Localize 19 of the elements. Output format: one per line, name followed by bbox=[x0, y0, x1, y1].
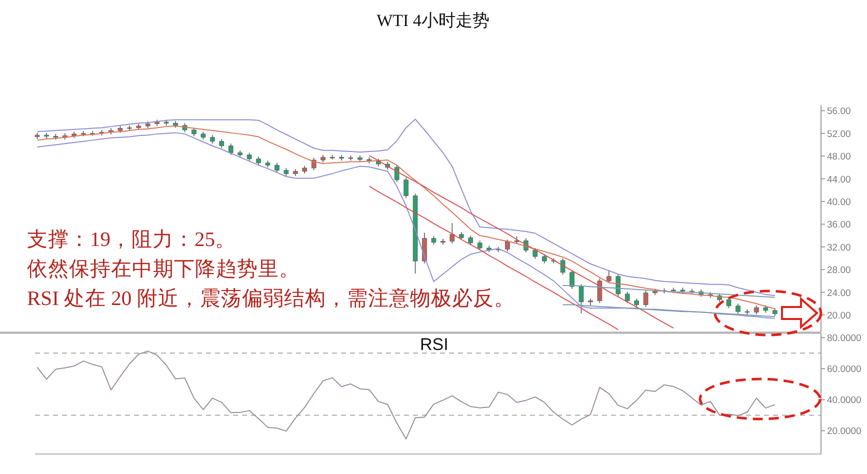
y-tick-label: 28.00 bbox=[827, 265, 851, 276]
y-tick-label: 48.00 bbox=[827, 152, 851, 163]
y-tick-label: 24.00 bbox=[827, 288, 851, 299]
chart-title: WTI 4小时走势 bbox=[376, 11, 490, 30]
annotation: 支撑：19，阻力：25。 bbox=[27, 228, 236, 251]
y-tick-label: 20.00 bbox=[827, 310, 851, 322]
y-tick-label: 56.00 bbox=[827, 106, 851, 118]
y-tick-label: 60.0000 bbox=[827, 364, 862, 376]
y-tick-label: 40.00 bbox=[827, 196, 851, 208]
y-tick-label: 52.00 bbox=[827, 128, 851, 140]
y-tick-label: 40.0000 bbox=[827, 395, 862, 406]
y-tick-label: 20.0000 bbox=[827, 426, 862, 438]
chart-title: RSI bbox=[420, 335, 448, 354]
annotation: RSI 处在 20 附近，震荡偏弱结构，需注意物极必反。 bbox=[27, 287, 515, 310]
y-tick-label: 80.0000 bbox=[827, 333, 862, 344]
annotation: 依然保持在中期下降趋势里。 bbox=[27, 258, 300, 280]
y-tick-label: 44.00 bbox=[827, 174, 851, 186]
y-tick-label: 36.00 bbox=[827, 220, 851, 231]
y-tick-label: 32.00 bbox=[827, 242, 851, 254]
